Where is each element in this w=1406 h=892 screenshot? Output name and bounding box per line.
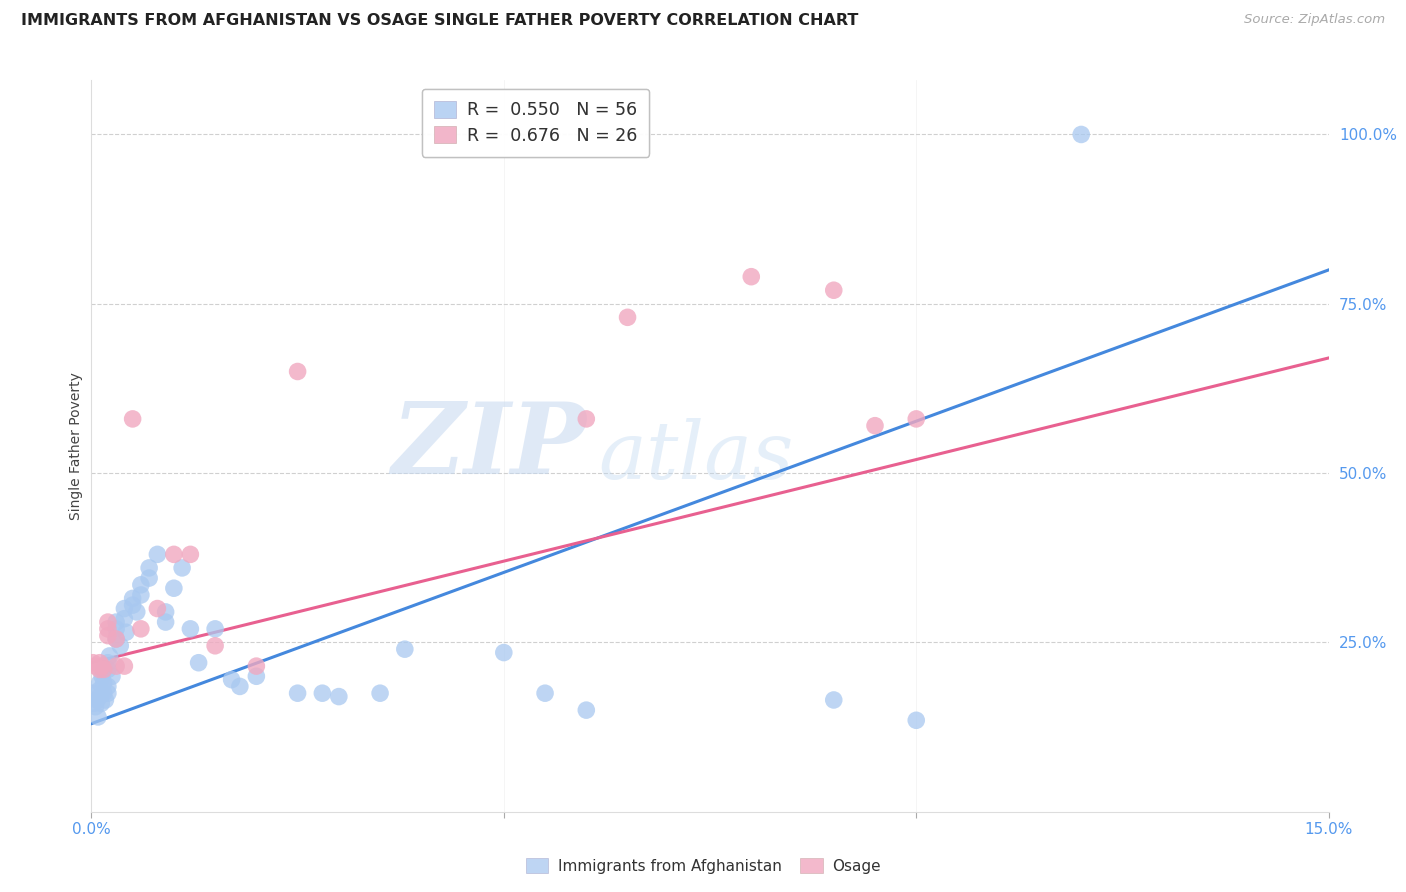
Point (97, 663, 120, 677)
Point (105, 632, 128, 646)
Point (129, 588, 152, 602)
Point (138, 571, 160, 585)
Point (97, 686, 120, 700)
Point (179, 547, 201, 561)
Point (287, 686, 309, 700)
Point (82, 656, 104, 670)
Point (204, 639, 226, 653)
Point (863, 418, 886, 433)
Point (129, 622, 152, 636)
Point (91, 669, 114, 683)
Point (492, 646, 515, 660)
Point (115, 625, 138, 640)
Point (905, 412, 928, 426)
Text: Source: ZipAtlas.com: Source: ZipAtlas.com (1244, 13, 1385, 27)
Legend: R =  0.550   N = 56, R =  0.676   N = 26: R = 0.550 N = 56, R = 0.676 N = 26 (422, 89, 650, 157)
Point (93, 676, 115, 690)
Point (105, 659, 128, 673)
Point (740, 269, 762, 284)
Point (90, 697, 112, 711)
Point (368, 686, 391, 700)
Point (112, 612, 135, 626)
Point (97, 622, 120, 636)
Point (112, 601, 135, 615)
Point (221, 673, 243, 687)
Point (121, 591, 143, 606)
Point (94, 693, 117, 707)
Point (616, 310, 638, 325)
Point (93, 686, 115, 700)
Text: ZIP: ZIP (391, 398, 586, 494)
Point (163, 581, 186, 595)
Point (575, 703, 598, 717)
Text: atlas: atlas (599, 418, 794, 496)
Point (1070, 128, 1092, 142)
Point (172, 561, 194, 575)
Point (179, 622, 201, 636)
Point (112, 659, 135, 673)
Text: IMMIGRANTS FROM AFGHANISTAN VS OSAGE SINGLE FATHER POVERTY CORRELATION CHART: IMMIGRANTS FROM AFGHANISTAN VS OSAGE SIN… (21, 13, 859, 29)
Point (121, 412, 143, 426)
Point (84, 699, 107, 714)
Point (89, 690, 111, 704)
Point (97, 656, 120, 670)
Point (129, 578, 152, 592)
Point (187, 656, 209, 670)
Point (105, 632, 128, 646)
Point (93, 663, 115, 677)
Point (245, 659, 267, 673)
Point (823, 283, 845, 297)
Point (905, 714, 928, 728)
Point (83, 697, 105, 711)
Point (534, 686, 557, 700)
Point (89, 663, 111, 677)
Point (823, 693, 845, 707)
Point (91, 659, 114, 673)
Point (229, 680, 252, 694)
Point (204, 622, 226, 636)
Point (86, 693, 108, 707)
Point (328, 690, 350, 704)
Point (110, 639, 132, 653)
Point (98, 648, 121, 663)
Point (311, 686, 333, 700)
Y-axis label: Single Father Poverty: Single Father Poverty (69, 372, 83, 520)
Point (163, 547, 186, 561)
Point (97, 629, 120, 643)
Point (575, 412, 598, 426)
Point (287, 364, 309, 378)
Point (89, 656, 111, 670)
Point (105, 622, 128, 636)
Point (82, 686, 104, 700)
Point (121, 598, 143, 612)
Point (84, 659, 107, 673)
Point (89, 676, 111, 690)
Point (138, 561, 160, 575)
Point (146, 547, 169, 561)
Legend: Immigrants from Afghanistan, Osage: Immigrants from Afghanistan, Osage (519, 852, 887, 880)
Point (93, 663, 115, 677)
Point (155, 605, 177, 619)
Point (101, 669, 124, 683)
Point (245, 669, 267, 683)
Point (97, 615, 120, 629)
Point (87, 710, 110, 724)
Point (155, 615, 177, 629)
Point (89, 682, 111, 697)
Point (105, 615, 128, 629)
Point (146, 601, 169, 615)
Point (97, 680, 120, 694)
Point (125, 605, 148, 619)
Point (394, 642, 416, 657)
